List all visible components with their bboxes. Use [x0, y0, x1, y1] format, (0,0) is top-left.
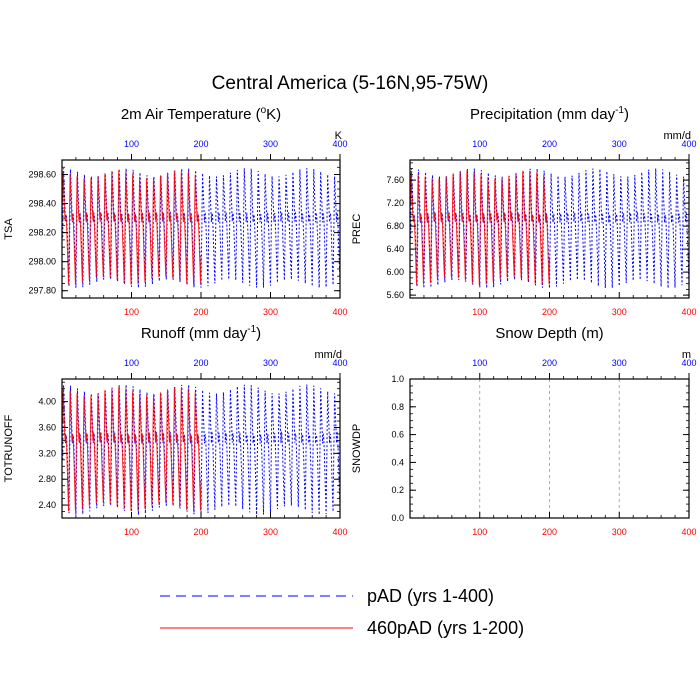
y-tick-label: 5.60: [386, 290, 404, 300]
x-tick-label-bottom: 200: [542, 307, 557, 317]
y-tick-label: 0.8: [391, 402, 404, 412]
units-label: mm/d: [664, 130, 692, 142]
y-tick-label: 0.4: [391, 457, 404, 467]
x-tick-label-bottom: 400: [681, 307, 696, 317]
x-tick-label-bottom: 200: [542, 527, 557, 537]
x-tick-label-bottom: 100: [472, 527, 487, 537]
panel-title: Snow Depth (m): [495, 325, 603, 342]
y-tick-label: 298.60: [28, 170, 56, 180]
units-label: mm/d: [315, 349, 343, 361]
x-tick-label-top: 100: [124, 358, 139, 368]
y-tick-label: 1.0: [391, 374, 404, 384]
x-tick-label-bottom: 100: [124, 527, 139, 537]
x-tick-label-bottom: 100: [472, 307, 487, 317]
panel-title: Precipitation (mm day-1): [470, 105, 629, 123]
units-label: m: [682, 349, 691, 361]
y-tick-label: 4.00: [38, 397, 56, 407]
y-tick-label: 6.00: [386, 267, 404, 277]
panel-title-superscript: -1: [247, 324, 256, 335]
y-axis-label: PREC: [351, 214, 363, 245]
y-tick-label: 7.60: [386, 175, 404, 185]
series-line-460pad: [410, 170, 550, 285]
x-tick-label-top: 100: [124, 139, 139, 149]
series-line-460pad: [62, 170, 202, 285]
x-tick-label-bottom: 400: [681, 527, 696, 537]
panel-title-text: 2m Air Temperature (: [121, 106, 261, 123]
panel-title-tail: ): [256, 325, 261, 342]
figure-title: Central America (5-16N,95-75W): [212, 73, 489, 94]
panel-snowdp: Snow Depth (m) m SNOWDP 0.0 0.2 0.4 0.6 0.8 1.0 1…: [351, 325, 697, 537]
panel-tsa: 2m Air Temperature (oK) K TSA 297.80 298.00 2…: [3, 105, 348, 317]
y-tick-label: 2.80: [38, 474, 56, 484]
y-axis-label: TSA: [3, 218, 15, 240]
x-tick-label-top: 400: [332, 358, 347, 368]
y-tick-label: 3.20: [38, 448, 56, 458]
units-label: K: [335, 130, 343, 142]
x-tick-label-top: 400: [681, 139, 696, 149]
panel-title-tail: ): [624, 106, 629, 123]
y-axis-label: TOTRUNOFF: [3, 414, 15, 482]
x-tick-label-bottom: 300: [612, 307, 627, 317]
x-tick-label-top: 100: [472, 139, 487, 149]
x-tick-label-top: 400: [681, 358, 696, 368]
panel-title-text: Snow Depth (m): [495, 325, 603, 342]
y-tick-label: 3.60: [38, 422, 56, 432]
x-tick-label-top: 300: [263, 358, 278, 368]
panel-prec: Precipitation (mm day-1) mm/d PREC 5.60 6.00…: [351, 105, 697, 317]
x-tick-label-top: 200: [193, 139, 208, 149]
y-tick-label: 6.40: [386, 244, 404, 254]
x-tick-label-bottom: 300: [263, 527, 278, 537]
x-tick-label-top: 400: [332, 139, 347, 149]
y-tick-label: 298.00: [28, 257, 56, 267]
y-tick-label: 0.2: [391, 485, 404, 495]
x-tick-label-bottom: 300: [263, 307, 278, 317]
y-axis-label: SNOWDP: [351, 424, 363, 474]
x-tick-label-bottom: 200: [193, 527, 208, 537]
x-tick-label-bottom: 200: [193, 307, 208, 317]
panel-title-superscript: o: [261, 105, 267, 116]
panel-title-text: Precipitation (mm day: [470, 106, 616, 123]
y-tick-label: 298.40: [28, 199, 56, 209]
x-tick-label-top: 300: [612, 139, 627, 149]
x-tick-label-bottom: 400: [332, 307, 347, 317]
y-tick-label: 297.80: [28, 286, 56, 296]
x-tick-label-bottom: 100: [124, 307, 139, 317]
y-tick-label: 0.0: [391, 513, 404, 523]
y-tick-label: 0.6: [391, 430, 404, 440]
panel-title: Runoff (mm day-1): [141, 324, 261, 342]
panel-title: 2m Air Temperature (oK): [121, 105, 281, 123]
panel-title-superscript: -1: [615, 105, 624, 116]
x-tick-label-top: 200: [542, 139, 557, 149]
x-tick-label-top: 200: [193, 358, 208, 368]
panels: 2m Air Temperature (oK) K TSA 297.80 298.00 2…: [3, 105, 697, 537]
y-tick-label: 7.20: [386, 198, 404, 208]
y-tick-label: 298.20: [28, 228, 56, 238]
series-line-460pad: [62, 386, 202, 512]
x-tick-label-bottom: 300: [612, 527, 627, 537]
x-tick-label-top: 200: [542, 358, 557, 368]
legend: pAD (yrs 1-400) 460pAD (yrs 1-200): [160, 586, 524, 638]
x-tick-label-top: 100: [472, 358, 487, 368]
legend-label-460pad: 460pAD (yrs 1-200): [367, 618, 524, 638]
legend-label-pad: pAD (yrs 1-400): [367, 586, 494, 606]
x-tick-label-top: 300: [612, 358, 627, 368]
y-tick-label: 2.40: [38, 500, 56, 510]
x-tick-label-bottom: 400: [332, 527, 347, 537]
panel-title-tail: K): [266, 106, 281, 123]
x-tick-label-top: 300: [263, 139, 278, 149]
panel-runoff: Runoff (mm day-1) mm/d TOTRUNOFF 2.40 2.80 3.…: [3, 324, 348, 537]
panel-title-text: Runoff (mm day: [141, 325, 248, 342]
y-tick-label: 6.80: [386, 221, 404, 231]
